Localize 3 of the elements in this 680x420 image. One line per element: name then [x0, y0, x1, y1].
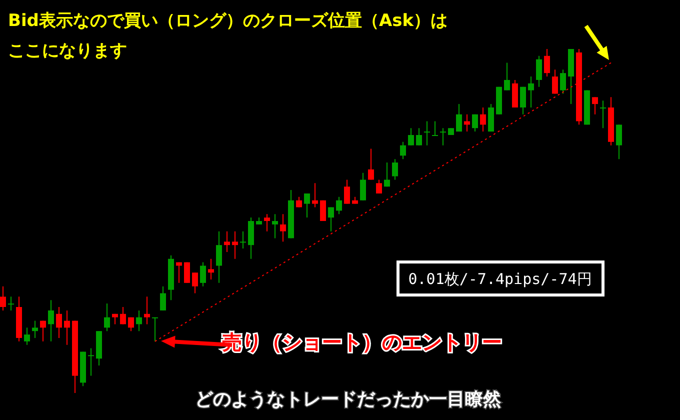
annotation: どのようなトレードだったか一目瞭然	[195, 389, 502, 410]
title: Bid表示なので買い（ロング）のクローズ位置（Ask）はここになります	[8, 11, 448, 61]
annotation: 0.01枚/-7.4pips/-74円	[408, 270, 592, 288]
